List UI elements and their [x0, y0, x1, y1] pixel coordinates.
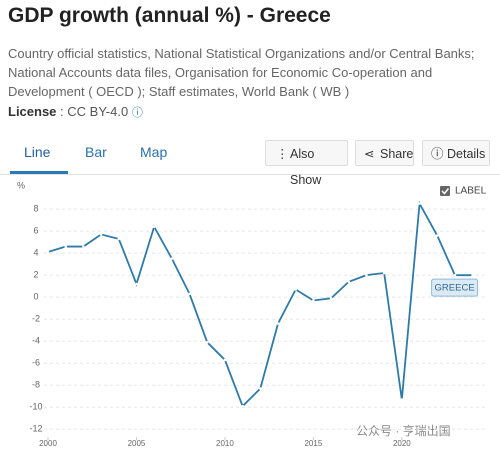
point [453, 273, 457, 277]
point [170, 257, 174, 260]
button[interactable]: ⓘ Details [422, 140, 490, 166]
point [382, 271, 386, 275]
point [188, 292, 191, 296]
tab[interactable]: Map [140, 144, 168, 160]
tab-bar: Line Bar Map ⋮ Also Show ⋖ Share ⓘ Details [0, 130, 500, 187]
point [46, 250, 50, 254]
x-tick-label: 2000 [39, 439, 57, 448]
series-label: GREECE [435, 283, 475, 294]
point [471, 273, 474, 277]
x-tick-label: 2005 [128, 439, 146, 448]
icon: ⋮ [276, 147, 289, 161]
source: Country official statistics, National St… [8, 46, 475, 99]
y-tick-label: 4 [33, 248, 38, 258]
point [276, 322, 280, 325]
label-toggle: LABEL [455, 186, 487, 197]
check [441, 188, 450, 195]
y-tick-label: 0 [33, 292, 38, 302]
icon: ⋖ [364, 147, 375, 161]
point [294, 288, 297, 291]
title: GDP growth (annual %) - Greece [8, 4, 331, 27]
point [400, 398, 404, 401]
line [47, 200, 473, 408]
point [418, 202, 421, 205]
point [365, 273, 368, 277]
y-tick-label: 2 [33, 270, 38, 280]
y-tick-label: -12 [29, 424, 42, 434]
point [205, 341, 209, 344]
checkbox[interactable] [440, 186, 450, 196]
point [241, 404, 244, 408]
y-tick-label: 6 [33, 226, 38, 236]
y-tick-label: -8 [32, 380, 40, 390]
series-label-box [431, 278, 479, 297]
point [99, 233, 103, 236]
y-tick-label: -2 [32, 314, 40, 324]
point [152, 225, 156, 229]
button-label: Share [380, 147, 414, 161]
watermark: 公众号 · 亨瑞出国 [356, 423, 451, 438]
button[interactable]: ⋮ Also Show [265, 140, 348, 187]
y-tick-label: -4 [32, 336, 40, 346]
point [135, 282, 138, 286]
x-tick-label: 2010 [216, 439, 234, 448]
point [117, 237, 121, 241]
y-tick-label: 8 [33, 203, 38, 213]
point [259, 387, 262, 390]
y-tick-label: -6 [32, 358, 40, 368]
icon: ⓘ [431, 147, 444, 161]
y-tick-label: -10 [29, 402, 42, 412]
tab[interactable]: Bar [85, 144, 107, 160]
license: License : CC BY-4.0 ⓘ [8, 104, 143, 120]
info-icon[interactable]: ⓘ [131, 107, 143, 119]
license-value: : CC BY-4.0 [60, 104, 129, 119]
point [82, 245, 85, 248]
point [347, 280, 351, 284]
tab-underline [10, 171, 68, 174]
point [435, 234, 439, 237]
x-tick-label: 2020 [393, 439, 411, 448]
button-label: Also Show [290, 147, 322, 187]
point [223, 358, 227, 362]
button[interactable]: ⋖ Share [355, 140, 414, 166]
button-label: Details [447, 147, 486, 161]
point [64, 245, 67, 248]
tab[interactable]: Line [24, 144, 51, 160]
y-axis-label: % [17, 180, 25, 190]
point [312, 299, 315, 302]
x-tick-label: 2015 [304, 439, 322, 448]
point [329, 296, 333, 300]
license-label: License [8, 104, 57, 119]
